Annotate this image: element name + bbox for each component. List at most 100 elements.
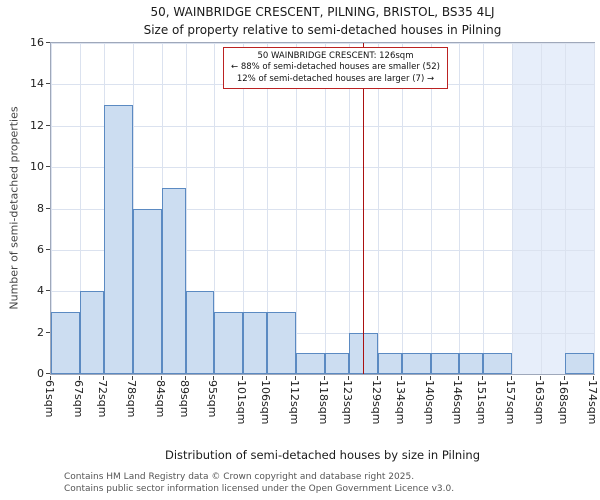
bar-168sqm — [565, 353, 594, 374]
bar-140sqm — [430, 353, 460, 374]
x-tick-label: 84sqm — [153, 380, 167, 418]
y-tick-label: 0 — [37, 367, 44, 380]
y-tick-label: 6 — [37, 242, 44, 256]
y-tick-label: 16 — [30, 36, 44, 49]
x-axis-ticks: 61sqm 67sqm 72sqm 78sqm 84sqm 89sqm 95sqm 101sq… — [0, 380, 600, 448]
bar-106sqm — [267, 311, 297, 374]
bar-146sqm — [459, 353, 484, 374]
x-tick-mark — [429, 376, 431, 380]
horizontal-gridline — [51, 208, 594, 210]
x-tick-mark — [323, 376, 325, 380]
x-tick-mark — [564, 376, 566, 380]
horizontal-gridline — [51, 167, 594, 169]
x-tick-mark — [347, 376, 349, 380]
x-tick-label: 101sqm — [235, 380, 249, 425]
vertical-gridline — [594, 43, 595, 374]
x-tick-mark — [458, 376, 460, 380]
y-tick-label: 12 — [30, 118, 44, 132]
x-tick-label: 78sqm — [124, 380, 138, 418]
property-marker-line — [363, 43, 365, 374]
plot-area: 50 WAINBRIDGE CRESCENT: 126sqm ← 88% of … — [50, 42, 595, 375]
y-tick-mark — [46, 248, 50, 250]
horizontal-gridline — [51, 291, 594, 293]
x-tick-label: 61sqm — [43, 380, 56, 418]
x-tick-label: 106sqm — [259, 380, 273, 425]
x-tick-mark — [184, 376, 186, 380]
annotation-box: 50 WAINBRIDGE CRESCENT: 126sqm ← 88% of … — [223, 47, 448, 90]
annotation-property-line: 50 WAINBRIDGE CRESCENT: 126sqm — [257, 51, 414, 61]
horizontal-gridline — [51, 249, 594, 251]
y-tick-mark — [46, 207, 50, 209]
x-tick-label: 72sqm — [95, 380, 109, 418]
horizontal-gridline — [51, 332, 594, 334]
x-tick-mark — [50, 376, 51, 380]
x-tick-label: 140sqm — [422, 380, 436, 425]
x-tick-label: 118sqm — [316, 380, 330, 425]
bar-134sqm — [401, 353, 431, 374]
x-tick-label: 129sqm — [369, 380, 383, 425]
annotation-larger-line: 12% of semi-detached houses are larger (… — [236, 73, 435, 84]
bar-95sqm — [214, 311, 244, 374]
x-tick-label: 67sqm — [71, 380, 85, 418]
x-tick-mark — [376, 376, 378, 380]
x-tick-mark — [266, 376, 268, 380]
x-tick-mark — [242, 376, 244, 380]
x-tick-label: 163sqm — [533, 380, 547, 425]
footer-line2: Contains public sector information licen… — [64, 484, 455, 495]
x-tick-label: 174sqm — [586, 380, 599, 425]
x-tick-label: 112sqm — [288, 380, 302, 425]
horizontal-gridline — [51, 43, 594, 44]
bar-101sqm — [243, 311, 268, 374]
x-tick-mark — [213, 376, 215, 380]
y-tick-mark — [46, 373, 50, 374]
x-tick-label: 168sqm — [557, 380, 571, 425]
x-tick-mark — [295, 376, 297, 380]
y-tick-mark — [46, 42, 50, 43]
y-tick-label: 2 — [37, 325, 44, 339]
bar-129sqm — [377, 353, 402, 374]
x-tick-label: 151sqm — [475, 380, 489, 425]
x-tick-label: 157sqm — [504, 380, 518, 425]
y-tick-mark — [46, 331, 50, 333]
bar-151sqm — [483, 353, 513, 374]
bar-67sqm — [79, 291, 104, 374]
x-tick-label: 95sqm — [206, 380, 220, 418]
annotation-smaller-line: ← 88% of semi-detached houses are smalle… — [231, 62, 440, 73]
x-tick-mark — [593, 376, 594, 380]
y-tick-mark — [46, 290, 50, 292]
horizontal-gridline — [51, 125, 594, 127]
y-tick-mark — [46, 83, 50, 85]
bar-112sqm — [296, 353, 325, 374]
x-tick-label: 123sqm — [340, 380, 354, 425]
x-tick-label: 134sqm — [393, 380, 407, 425]
x-tick-mark — [102, 376, 104, 380]
bar-61sqm — [51, 311, 80, 374]
y-tick-label: 8 — [37, 201, 44, 215]
x-tick-mark — [400, 376, 402, 380]
bar-72sqm — [103, 105, 133, 374]
bar-84sqm — [161, 187, 186, 374]
chart-subtitle: Size of property relative to semi-detach… — [143, 23, 502, 37]
x-tick-mark — [511, 376, 513, 380]
bar-118sqm — [324, 353, 349, 374]
x-axis-title: Distribution of semi-detached houses by … — [165, 448, 480, 462]
x-tick-mark — [131, 376, 133, 380]
x-tick-mark — [540, 376, 542, 380]
bar-89sqm — [185, 291, 215, 374]
y-tick-label: 10 — [30, 160, 44, 174]
x-tick-label: 89sqm — [177, 380, 191, 418]
bar-78sqm — [132, 208, 162, 374]
x-tick-mark — [160, 376, 162, 380]
y-tick-mark — [46, 124, 50, 126]
x-tick-label: 146sqm — [451, 380, 465, 425]
chart-title: 50, WAINBRIDGE CRESCENT, PILNING, BRISTO… — [150, 5, 495, 19]
y-tick-mark — [46, 166, 50, 168]
footer: Contains HM Land Registry data © Crown c… — [64, 471, 454, 495]
y-tick-label: 14 — [30, 77, 44, 91]
x-tick-mark — [78, 376, 80, 380]
y-tick-label: 4 — [37, 284, 44, 298]
bar-123sqm — [348, 332, 378, 374]
x-tick-mark — [482, 376, 484, 380]
footer-line1: Contains HM Land Registry data © Crown c… — [64, 472, 415, 482]
